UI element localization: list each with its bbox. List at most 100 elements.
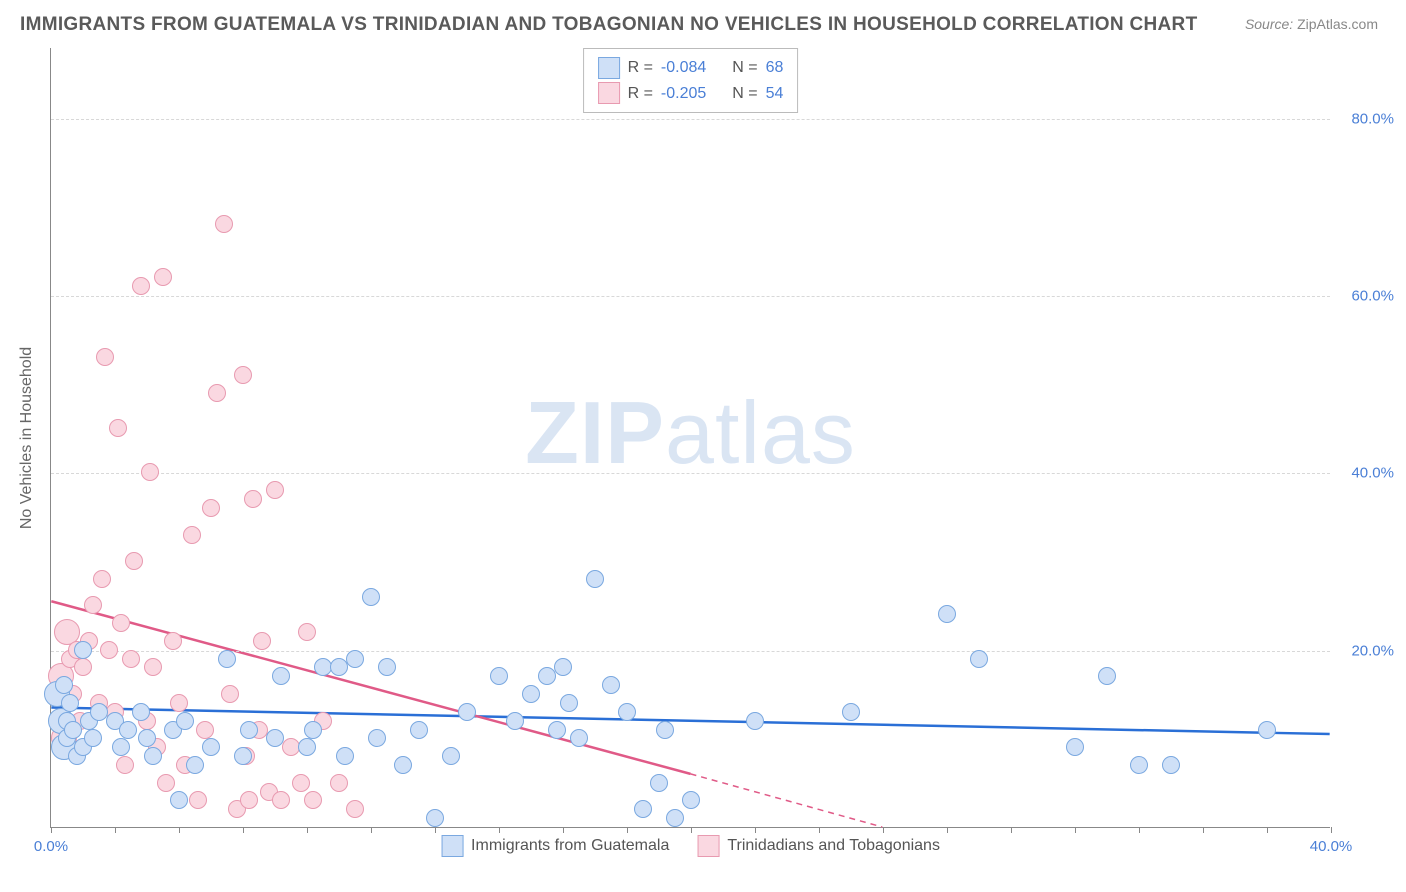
x-tick-label: 40.0% <box>1310 838 1353 855</box>
trinidad-point <box>196 721 214 739</box>
trinidad-point <box>330 774 348 792</box>
trinidad-point <box>125 552 143 570</box>
x-tick-mark <box>1267 827 1268 833</box>
guatemala-point <box>522 685 540 703</box>
guatemala-point <box>272 667 290 685</box>
y-tick-label: 40.0% <box>1351 465 1394 482</box>
guatemala-point <box>1162 756 1180 774</box>
x-tick-mark <box>947 827 948 833</box>
gridline-h <box>51 473 1330 474</box>
n-value-trinidad: 54 <box>766 81 784 107</box>
guatemala-point <box>266 729 284 747</box>
guatemala-point <box>560 694 578 712</box>
trinidad-point <box>109 419 127 437</box>
guatemala-point <box>490 667 508 685</box>
x-tick-mark <box>883 827 884 833</box>
guatemala-point <box>298 738 316 756</box>
guatemala-point <box>218 650 236 668</box>
trinidad-point <box>221 685 239 703</box>
n-value-guatemala: 68 <box>766 55 784 81</box>
guatemala-point <box>132 703 150 721</box>
guatemala-point <box>682 791 700 809</box>
x-tick-mark <box>1075 827 1076 833</box>
x-tick-mark <box>179 827 180 833</box>
stats-row-trinidad: R = -0.205 N = 54 <box>598 81 784 107</box>
guatemala-point <box>234 747 252 765</box>
x-tick-mark <box>691 827 692 833</box>
guatemala-point <box>1130 756 1148 774</box>
x-tick-mark <box>115 827 116 833</box>
y-tick-label: 20.0% <box>1351 642 1394 659</box>
x-tick-mark <box>755 827 756 833</box>
watermark-text: ZIPatlas <box>525 381 856 483</box>
trinidad-point <box>122 650 140 668</box>
trinidad-point <box>144 658 162 676</box>
y-tick-label: 80.0% <box>1351 110 1394 127</box>
trinidad-point <box>253 632 271 650</box>
guatemala-point <box>362 588 380 606</box>
swatch-guatemala <box>441 835 463 857</box>
guatemala-point <box>970 650 988 668</box>
correlation-stats-legend: R = -0.084 N = 68 R = -0.205 N = 54 <box>583 48 799 113</box>
guatemala-point <box>618 703 636 721</box>
trinidad-point <box>112 614 130 632</box>
guatemala-point <box>176 712 194 730</box>
x-tick-mark <box>1139 827 1140 833</box>
x-tick-label: 0.0% <box>34 838 68 855</box>
guatemala-point <box>634 800 652 818</box>
trinidad-point <box>74 658 92 676</box>
x-tick-mark <box>819 827 820 833</box>
trinidad-point <box>116 756 134 774</box>
trinidad-point <box>208 384 226 402</box>
guatemala-point <box>554 658 572 676</box>
guatemala-point <box>410 721 428 739</box>
guatemala-point <box>304 721 322 739</box>
guatemala-point <box>138 729 156 747</box>
y-axis-label: No Vehicles in Household <box>18 346 36 528</box>
guatemala-point <box>538 667 556 685</box>
trinidad-point <box>346 800 364 818</box>
trinidad-point <box>132 277 150 295</box>
guatemala-point <box>656 721 674 739</box>
source-label: Source: <box>1245 16 1293 32</box>
guatemala-point <box>330 658 348 676</box>
x-tick-mark <box>627 827 628 833</box>
guatemala-point <box>346 650 364 668</box>
legend-label-trinidad: Trinidadians and Tobagonians <box>727 837 940 855</box>
guatemala-point <box>426 809 444 827</box>
guatemala-point <box>368 729 386 747</box>
r-value-trinidad: -0.205 <box>661 81 706 107</box>
swatch-trinidad <box>697 835 719 857</box>
x-tick-mark <box>307 827 308 833</box>
guatemala-point <box>336 747 354 765</box>
guatemala-point <box>938 605 956 623</box>
guatemala-point <box>84 729 102 747</box>
trinidad-point <box>240 791 258 809</box>
n-label: N = <box>732 81 757 107</box>
trinidad-point <box>154 268 172 286</box>
trinidad-point <box>292 774 310 792</box>
guatemala-point <box>1258 721 1276 739</box>
guatemala-point <box>666 809 684 827</box>
x-tick-mark <box>499 827 500 833</box>
x-tick-mark <box>371 827 372 833</box>
swatch-guatemala <box>598 57 620 79</box>
trinidad-point <box>215 215 233 233</box>
trinidad-point <box>304 791 322 809</box>
guatemala-point <box>842 703 860 721</box>
guatemala-point <box>112 738 130 756</box>
guatemala-point <box>378 658 396 676</box>
guatemala-point <box>746 712 764 730</box>
guatemala-point <box>74 641 92 659</box>
legend-item-guatemala: Immigrants from Guatemala <box>441 835 669 857</box>
legend-label-guatemala: Immigrants from Guatemala <box>471 837 669 855</box>
guatemala-point <box>570 729 588 747</box>
guatemala-point <box>548 721 566 739</box>
trinidad-point <box>183 526 201 544</box>
source-value: ZipAtlas.com <box>1297 16 1378 32</box>
x-tick-mark <box>243 827 244 833</box>
x-tick-mark <box>51 827 52 833</box>
guatemala-point <box>64 721 82 739</box>
x-tick-mark <box>563 827 564 833</box>
guatemala-point <box>240 721 258 739</box>
